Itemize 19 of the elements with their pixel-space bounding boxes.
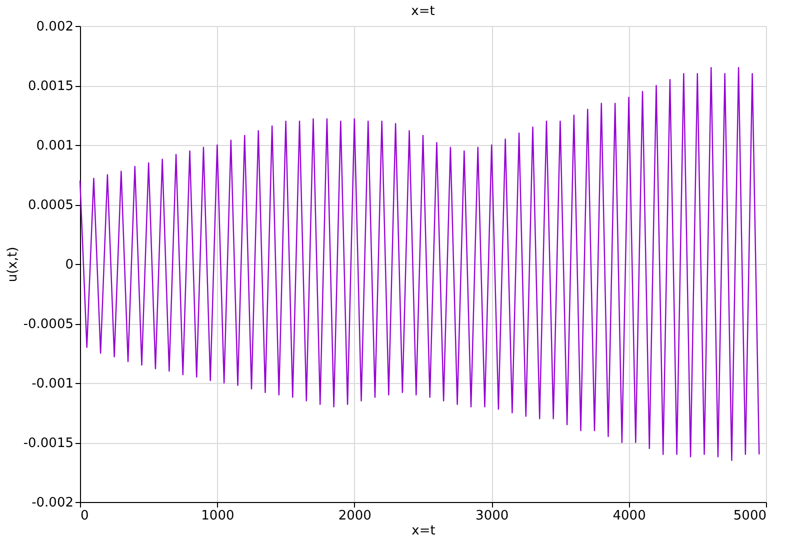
y-tick-label: -0.002: [32, 496, 74, 510]
y-tick-label: -0.0005: [23, 317, 74, 332]
y-tick-label: 0.0015: [28, 79, 74, 94]
x-tick-label: 3000: [476, 508, 509, 524]
y-tick-label: 0.001: [36, 138, 74, 154]
line-series: [79, 67, 760, 461]
y-tick-label: -0.0015: [23, 436, 74, 451]
x-tick-label: 2000: [338, 508, 372, 524]
x-tick-label: 5000: [733, 508, 766, 524]
x-axis-title: x=t: [412, 524, 436, 538]
y-tick-label: 0.002: [36, 20, 74, 34]
x-tick-label: 0: [80, 508, 89, 524]
x-tick-label: 4000: [612, 508, 646, 524]
chart-title: x=t: [411, 4, 435, 19]
y-tick-label: 0.0005: [28, 198, 74, 213]
y-axis-title: u(x,t): [5, 246, 20, 282]
x-tick-label: 1000: [201, 508, 234, 524]
y-tick-label: 0: [65, 258, 74, 272]
y-tick-label: -0.001: [32, 376, 74, 392]
